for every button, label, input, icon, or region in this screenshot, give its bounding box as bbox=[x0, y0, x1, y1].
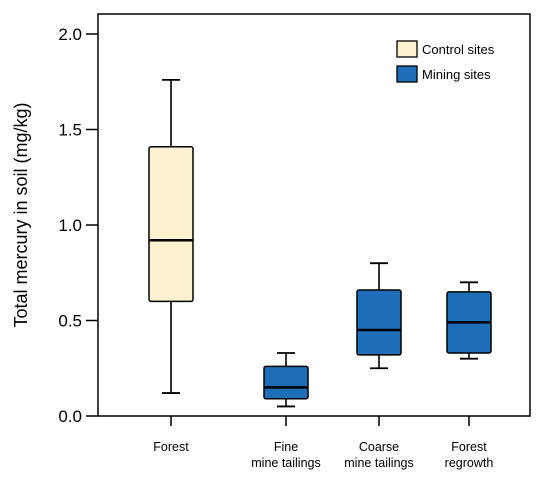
x-axis: Forest Fine mine tailings Coarse mine tailin… bbox=[153, 416, 493, 470]
x-tick-label: mine tailings bbox=[344, 456, 413, 470]
box-2 bbox=[356, 262, 402, 370]
iqr-box bbox=[263, 365, 309, 400]
box-1 bbox=[263, 352, 309, 408]
y-axis-title: Total mercury in soil (mg/kg) bbox=[11, 102, 31, 327]
boxes bbox=[148, 78, 492, 408]
y-axis: 0.0 0.5 1.0 1.5 2.0 bbox=[58, 25, 98, 426]
iqr-box bbox=[356, 289, 402, 356]
plot-frame bbox=[97, 13, 531, 417]
iqr-box bbox=[148, 145, 194, 303]
x-tick-label: Fine bbox=[274, 440, 298, 454]
legend-swatch bbox=[396, 40, 418, 58]
legend-swatch bbox=[396, 65, 418, 83]
y-tick-label: 1.5 bbox=[58, 121, 82, 140]
x-tick-label: mine tailings bbox=[251, 456, 320, 470]
y-tick-label: 2.0 bbox=[58, 25, 82, 44]
legend-label: Control sites bbox=[422, 42, 495, 57]
x-tick-label: Forest bbox=[451, 440, 487, 454]
box-3 bbox=[446, 281, 492, 360]
legend-label: Mining sites bbox=[422, 67, 491, 82]
x-tick-label: regrowth bbox=[445, 456, 494, 470]
y-tick-label: 1.0 bbox=[58, 216, 82, 235]
box-0 bbox=[148, 78, 194, 394]
y-tick-label: 0.0 bbox=[58, 407, 82, 426]
x-tick-label: Forest bbox=[153, 440, 189, 454]
legend: Control sites Mining sites bbox=[396, 40, 495, 83]
y-tick-label: 0.5 bbox=[58, 312, 82, 331]
x-tick-label: Coarse bbox=[359, 440, 399, 454]
